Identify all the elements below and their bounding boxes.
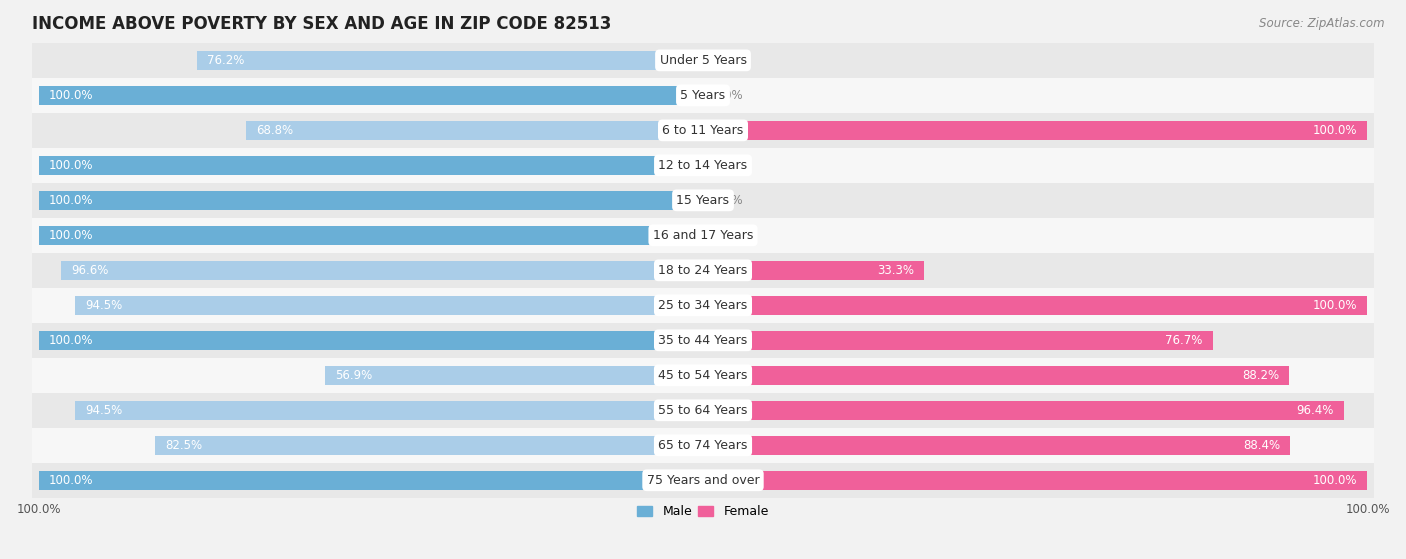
Bar [703,331,1212,350]
Text: 96.6%: 96.6% [72,264,108,277]
Bar [38,471,703,490]
Text: 76.7%: 76.7% [1166,334,1202,347]
Bar [703,121,1368,140]
Bar [703,435,1291,455]
Bar [32,78,1374,113]
Text: 88.2%: 88.2% [1241,369,1279,382]
Legend: Male, Female: Male, Female [633,500,773,523]
Bar [703,296,1368,315]
Bar [246,121,703,140]
Bar [38,226,703,245]
Text: 0.0%: 0.0% [713,194,742,207]
Bar [32,113,1374,148]
Text: 45 to 54 Years: 45 to 54 Years [658,369,748,382]
Bar [32,148,1374,183]
Bar [75,296,703,315]
Text: 100.0%: 100.0% [48,334,93,347]
Bar [325,366,703,385]
Text: 0.0%: 0.0% [713,159,742,172]
Bar [75,401,703,420]
Text: 16 and 17 Years: 16 and 17 Years [652,229,754,242]
Text: 82.5%: 82.5% [165,439,202,452]
Text: 100.0%: 100.0% [48,194,93,207]
Bar [32,323,1374,358]
Bar [703,401,1344,420]
Bar [32,288,1374,323]
Text: 55 to 64 Years: 55 to 64 Years [658,404,748,417]
Text: 100.0%: 100.0% [1313,474,1358,487]
Text: 35 to 44 Years: 35 to 44 Years [658,334,748,347]
Bar [32,428,1374,463]
Bar [38,331,703,350]
Text: 88.4%: 88.4% [1243,439,1281,452]
Bar [197,51,703,70]
Text: 12 to 14 Years: 12 to 14 Years [658,159,748,172]
Bar [32,463,1374,498]
Text: 0.0%: 0.0% [713,89,742,102]
Text: 56.9%: 56.9% [335,369,373,382]
Text: 18 to 24 Years: 18 to 24 Years [658,264,748,277]
Bar [32,43,1374,78]
Text: 33.3%: 33.3% [877,264,914,277]
Text: 100.0%: 100.0% [48,159,93,172]
Text: 94.5%: 94.5% [84,404,122,417]
Bar [38,86,703,105]
Text: INCOME ABOVE POVERTY BY SEX AND AGE IN ZIP CODE 82513: INCOME ABOVE POVERTY BY SEX AND AGE IN Z… [32,15,612,33]
Bar [38,156,703,175]
Text: 0.0%: 0.0% [713,229,742,242]
Bar [32,393,1374,428]
Text: 100.0%: 100.0% [48,474,93,487]
Text: Under 5 Years: Under 5 Years [659,54,747,67]
Bar [32,358,1374,393]
Text: 100.0%: 100.0% [1313,124,1358,137]
Text: 96.4%: 96.4% [1296,404,1334,417]
Bar [703,366,1289,385]
Bar [155,435,703,455]
Text: 100.0%: 100.0% [48,229,93,242]
Bar [60,260,703,280]
Bar [32,183,1374,218]
Text: 25 to 34 Years: 25 to 34 Years [658,299,748,312]
Text: 5 Years: 5 Years [681,89,725,102]
Text: 68.8%: 68.8% [256,124,292,137]
Text: 75 Years and over: 75 Years and over [647,474,759,487]
Bar [703,260,924,280]
Bar [703,471,1368,490]
Text: 100.0%: 100.0% [1313,299,1358,312]
Bar [32,218,1374,253]
Text: 76.2%: 76.2% [207,54,245,67]
Text: Source: ZipAtlas.com: Source: ZipAtlas.com [1260,17,1385,30]
Text: 6 to 11 Years: 6 to 11 Years [662,124,744,137]
Bar [38,191,703,210]
Text: 100.0%: 100.0% [48,89,93,102]
Text: 15 Years: 15 Years [676,194,730,207]
Text: 94.5%: 94.5% [84,299,122,312]
Text: 100.0%: 100.0% [1346,503,1389,516]
Text: 100.0%: 100.0% [17,503,60,516]
Text: 0.0%: 0.0% [713,54,742,67]
Bar [32,253,1374,288]
Text: 65 to 74 Years: 65 to 74 Years [658,439,748,452]
